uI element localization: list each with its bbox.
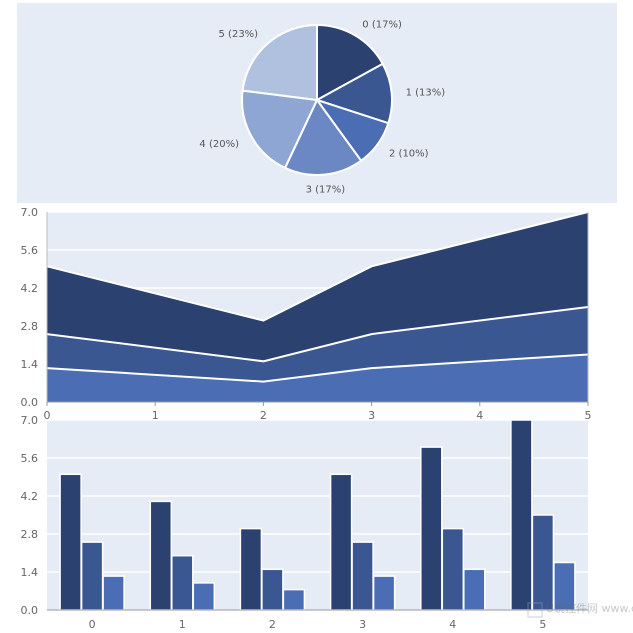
- area-series-0: [47, 354, 588, 402]
- bar-4-series-2: [463, 568, 486, 611]
- bar-4-series-1: [441, 527, 465, 611]
- bar-x-tick-label: 2: [269, 618, 276, 631]
- area-x-tick-label: 4: [476, 409, 483, 422]
- watermark-text: U统控件网 www.cnnbz.com: [546, 601, 633, 615]
- bar-x-tick-label: 4: [449, 618, 456, 631]
- area-x-tick-label: 2: [260, 409, 267, 422]
- bar-3-series-2: [372, 575, 396, 611]
- area-x-tick-label: 5: [585, 409, 592, 422]
- bar-y-tick-label: 4.2: [21, 490, 39, 503]
- bar-y-tick-label: 5.6: [21, 452, 39, 465]
- area-y-tick-label: 0.0: [21, 396, 39, 409]
- bar-5-series-0: [510, 419, 533, 611]
- pie-label-5: 5 (23%): [219, 29, 259, 40]
- bar-2-series-1: [261, 568, 284, 611]
- area-series-1-edge: [46, 306, 589, 363]
- pie-slice-0: [316, 23, 385, 102]
- pie-slice-4: [241, 89, 319, 170]
- bar-2-series-2: [282, 588, 306, 611]
- pie-label-4: 4 (20%): [199, 139, 239, 150]
- bar-x-tick-label: 1: [179, 618, 186, 631]
- pie-label-0: 0 (17%): [362, 19, 402, 30]
- area-y-tick-label: 4.2: [21, 282, 39, 295]
- pie-label-1: 1 (13%): [406, 88, 446, 99]
- bar-y-tick-label: 7.0: [21, 414, 39, 427]
- bar-0-series-2: [102, 575, 125, 611]
- area-chart: 0.0 1.4 2.8 4.2 5.6 7.0 0 1 2 3 4 5: [21, 206, 592, 422]
- bar-x-tick-label: 0: [89, 618, 96, 631]
- bar-y-tick-label: 2.8: [21, 528, 39, 541]
- bar-0-series-1: [80, 541, 104, 611]
- pie-slice-3: [283, 98, 363, 176]
- bar-1-series-0: [149, 500, 173, 611]
- bar-3-series-1: [351, 541, 374, 611]
- bar-5-series-1: [531, 514, 555, 611]
- area-y-tick-label: 1.4: [21, 358, 39, 371]
- bar-4-series-0: [420, 446, 443, 611]
- bar-y-tick-label: 0.0: [21, 604, 39, 617]
- bar-x-tick-label: 5: [539, 618, 546, 631]
- area-series-0-edge: [46, 353, 589, 383]
- bar-1-series-1: [171, 554, 194, 611]
- area-x-tick-label: 3: [368, 409, 375, 422]
- bar-y-tick-label: 1.4: [21, 566, 39, 579]
- pie-label-2: 2 (10%): [389, 148, 429, 159]
- bar-1-series-2: [192, 582, 216, 611]
- bar-3-series-0: [329, 473, 353, 611]
- bar-x-tick-label: 3: [359, 618, 366, 631]
- area-x-tick-label: 0: [44, 409, 51, 422]
- area-y-tick-label: 5.6: [21, 244, 39, 257]
- area-series-2-edge: [46, 211, 589, 322]
- area-y-tick-label: 7.0: [21, 206, 39, 219]
- bar-chart: 0.0 1.4 2.8 4.2 5.6 7.0 0 1 2 3 4 5: [21, 414, 588, 631]
- bar-plot-background: [47, 420, 588, 610]
- area-y-tick-label: 2.8: [21, 320, 39, 333]
- area-x-tick-label: 1: [152, 409, 159, 422]
- watermark-logo-icon: [527, 602, 543, 618]
- watermark: U统控件网 www.cnnbz.com: [527, 601, 633, 618]
- bar-2-series-0: [239, 527, 263, 611]
- pie-label-3: 3 (17%): [306, 185, 346, 196]
- pie-slice-1: [314, 62, 393, 125]
- bar-0-series-0: [59, 473, 82, 611]
- pie-slice-5: [241, 23, 318, 102]
- pie-chart: 0 (17%) 1 (13%) 2 (10%) 3 (17%) 4 (20%) 5 (23…: [17, 3, 617, 203]
